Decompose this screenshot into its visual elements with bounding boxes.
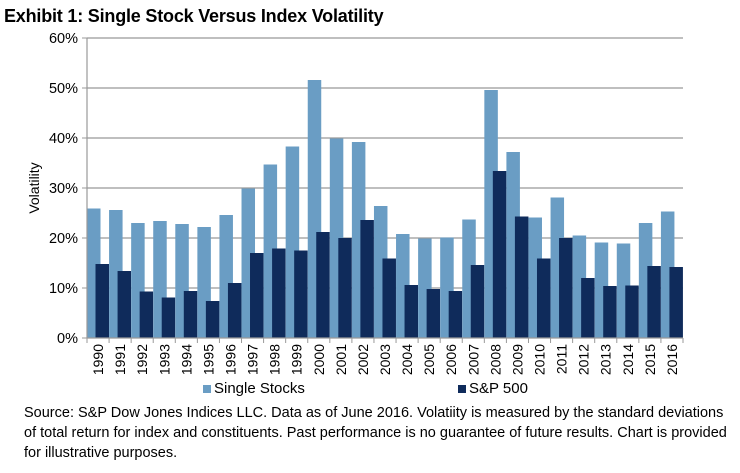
bar-sp500 [205, 301, 220, 338]
bar-sp500 [536, 258, 551, 338]
x-tick-label: 2008 [487, 344, 503, 375]
x-tick-label: 2013 [598, 344, 614, 375]
x-tick-label: 1992 [134, 344, 150, 375]
bar-sp500 [603, 286, 617, 338]
legend-label: S&P 500 [469, 380, 528, 397]
y-tick-label: 40% [49, 131, 78, 147]
bar-sp500 [95, 264, 109, 338]
x-tick-label: 2012 [576, 344, 592, 375]
x-tick-label: 2004 [399, 344, 415, 375]
bar-sp500 [250, 253, 264, 338]
bar-sp500 [272, 248, 286, 338]
y-tick-label: 50% [49, 81, 78, 97]
x-tick-label: 2007 [465, 344, 481, 375]
x-tick-label: 2003 [377, 344, 393, 375]
chart-title: Exhibit 1: Single Stock Versus Index Vol… [4, 6, 384, 26]
y-tick-label: 60% [49, 31, 78, 47]
y-axis-label: Volatility [26, 162, 42, 213]
x-tick-label: 2010 [532, 344, 548, 375]
legend-item-sp500: S&P 500 [458, 380, 528, 397]
bar-sp500 [647, 266, 661, 338]
x-tick-label: 2002 [355, 344, 371, 375]
bar-sp500 [625, 285, 639, 338]
bar-sp500 [470, 265, 485, 338]
bar-sp500 [492, 171, 507, 338]
bar-sp500 [360, 220, 374, 338]
bar-sp500 [559, 238, 573, 338]
bar-sp500 [316, 232, 330, 338]
bar-sp500 [669, 267, 683, 338]
legend-swatch-sp500 [458, 384, 466, 393]
y-tick-label: 0% [57, 331, 78, 347]
legend-label: Single Stocks [214, 380, 305, 397]
x-tick-label: 2014 [620, 344, 636, 375]
y-tick-label: 10% [49, 281, 78, 297]
bar-sp500 [227, 283, 242, 338]
bar-chart: 0% 10% 20% 30% 40% 50% 60% Volatility 1990 1991 19… [26, 31, 684, 375]
legend-swatch-single-stocks [203, 384, 211, 393]
bar-sp500 [183, 291, 198, 338]
bar-sp500 [448, 291, 463, 338]
bar-sp500 [161, 297, 176, 338]
x-tick-label: 1997 [245, 344, 261, 375]
x-tick-label: 1991 [112, 344, 128, 375]
x-tick-label: 1993 [156, 344, 172, 375]
bar-sp500 [139, 291, 154, 338]
x-tick-label: 1999 [289, 344, 305, 375]
x-tick-label: 2011 [554, 344, 570, 374]
source-note: Source: S&P Dow Jones Indices LLC. Data … [24, 405, 727, 461]
x-tick-label: 2005 [421, 344, 437, 375]
x-tick-label: 1994 [178, 344, 194, 375]
x-tick-label: 1998 [267, 344, 283, 375]
bar-sp500 [117, 271, 132, 338]
bar-sp500 [514, 216, 529, 338]
x-tick-label: 1996 [222, 344, 238, 375]
x-tick-label: 2006 [443, 344, 459, 375]
bar-sp500 [404, 285, 419, 338]
bar-sp500 [426, 289, 441, 338]
bar-sp500 [338, 238, 352, 338]
legend-item-single-stocks: Single Stocks [203, 380, 305, 397]
bar-sp500 [294, 250, 308, 338]
x-tick-label: 2016 [664, 344, 680, 375]
x-tick-label: 1995 [200, 344, 216, 375]
y-tick-label: 20% [49, 231, 78, 247]
y-tick-label: 30% [49, 181, 78, 197]
x-tick-label: 2000 [311, 344, 327, 375]
bar-sp500 [581, 278, 595, 338]
x-tick-label: 2001 [333, 344, 349, 375]
x-tick-label: 1990 [90, 344, 106, 375]
x-tick-label: 2009 [509, 344, 525, 375]
bar-sp500 [382, 258, 396, 338]
x-tick-label: 2015 [642, 344, 658, 375]
